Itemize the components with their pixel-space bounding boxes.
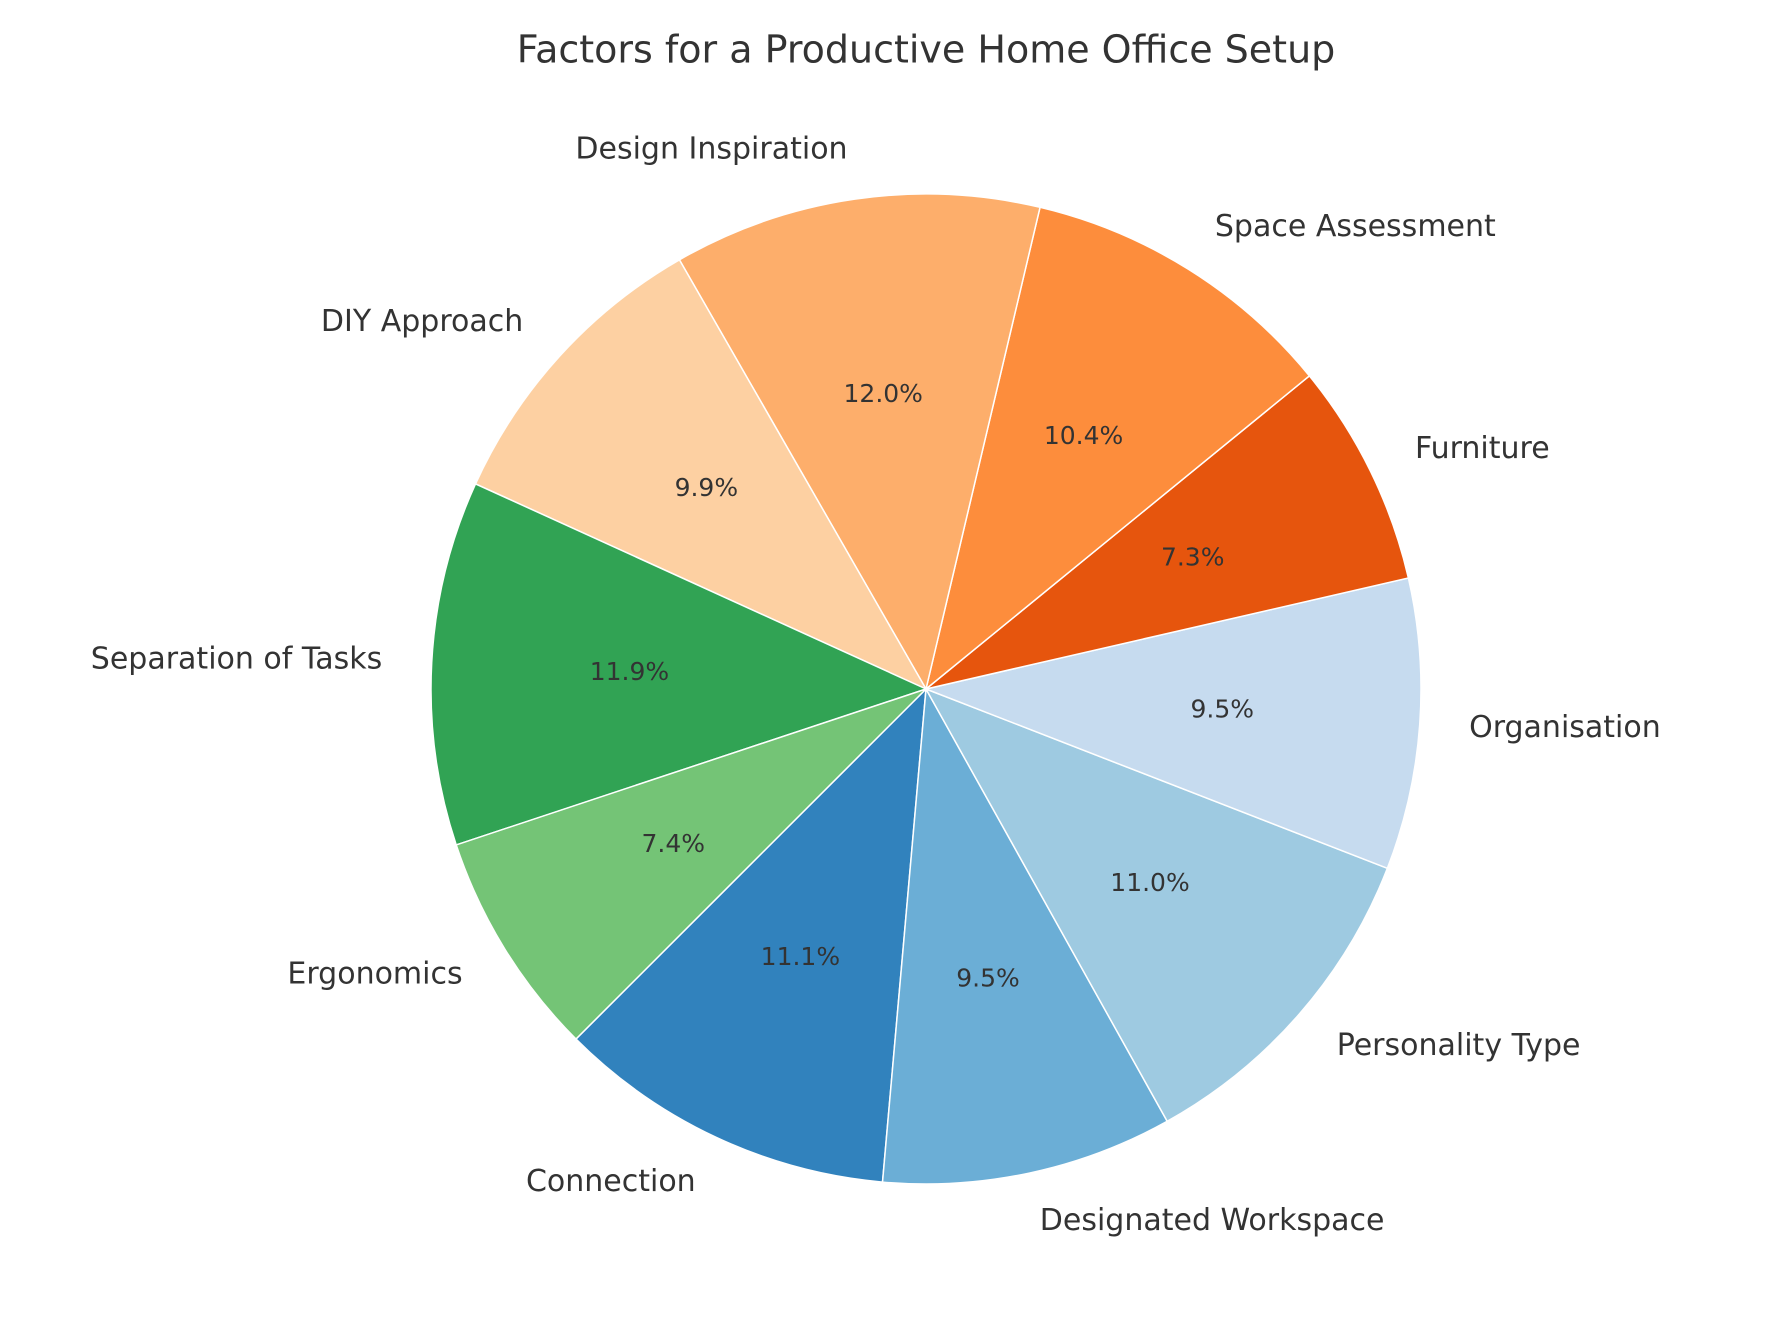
pie-slice-ergonomics [455,688,927,1041]
pie-slice-space-assessment [924,206,1311,691]
pie-slice-connection [574,687,927,1183]
pct-label-design-inspiration: 12.0% [844,379,923,408]
pie-slice-separation-of-tasks [430,482,929,846]
slice-labels: Connection Designated Workspace Personalit… [91,132,1661,1238]
pie-slice-personality-type [924,687,1389,1123]
slice-label-personality-type: Personality Type [1337,1028,1581,1063]
slice-label-connection: Connection [526,1164,696,1199]
slice-label-ergonomics: Ergonomics [287,956,462,991]
slice-label-furniture: Furniture [1415,431,1550,466]
slice-label-separation-of-tasks: Separation of Tasks [91,641,382,676]
pct-label-separation-of-tasks: 11.9% [590,657,669,686]
percent-labels: 11.1% 9.5% 11.0% 9.5% 7.3% 10.4% 12.0% 9.9% 11.9… [590,379,1254,992]
chart-title: Factors for a Productive Home Office Set… [517,28,1336,72]
slice-label-space-assessment: Space Assessment [1215,209,1496,244]
pct-label-designated-workspace: 9.5% [956,963,1020,992]
slice-label-designated-workspace: Designated Workspace [1040,1203,1385,1238]
pct-label-organisation: 9.5% [1190,694,1254,723]
pct-label-connection: 11.1% [761,942,840,971]
pct-label-personality-type: 11.0% [1110,868,1189,897]
slice-label-organisation: Organisation [1469,710,1661,745]
pct-label-furniture: 7.3% [1161,542,1225,571]
pie-slice-designated-workspace [881,686,1169,1185]
pct-label-diy-approach: 9.9% [675,473,739,502]
slice-label-diy-approach: DIY Approach [321,304,523,339]
pie-slice-organisation [923,577,1422,870]
slice-label-design-inspiration: Design Inspiration [575,132,847,167]
pie-slice-design-inspiration [678,193,1041,692]
pct-label-space-assessment: 10.4% [1044,421,1123,450]
pie-slice-diy-approach [474,258,928,691]
pct-label-ergonomics: 7.4% [641,829,705,858]
pie-slices [430,193,1422,1185]
pie-slice-furniture [925,374,1410,690]
